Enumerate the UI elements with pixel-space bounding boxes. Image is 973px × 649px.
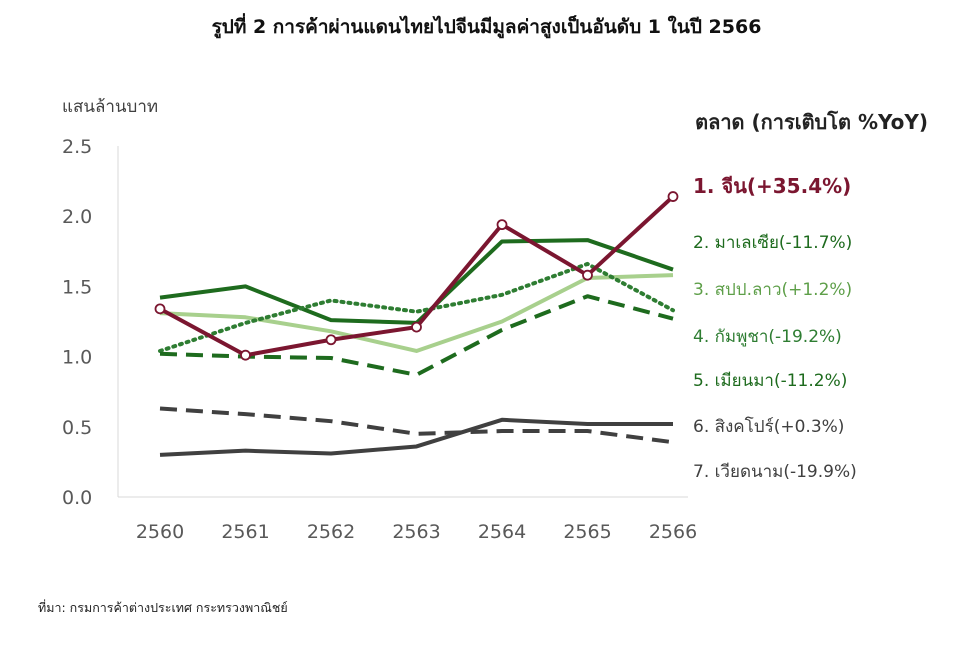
x-tick-label: 2564: [478, 521, 526, 543]
y-tick-label: 1.0: [62, 347, 92, 369]
y-axis-label: แสนล้านบาท: [62, 97, 158, 117]
axes: 0.0 0.5 1.0 1.5 2.0 2.5 2560 2561 2562 2563 2564 25…: [62, 97, 697, 543]
legend-title: ตลาด (การเติบโต %YoY): [695, 110, 928, 134]
series-line: [158, 261, 675, 353]
data-point-marker: [582, 269, 593, 281]
y-tick-label: 2.5: [62, 136, 92, 158]
series-line: [159, 294, 674, 377]
series-line: [159, 406, 674, 445]
x-tick-label: 2562: [307, 521, 355, 543]
legend-entry: 3. สปป.ลาว(+1.2%): [693, 280, 852, 300]
data-point-marker: [325, 334, 337, 346]
legend-entry: 2. มาเลเซีย(-11.7%): [693, 233, 852, 253]
x-tick-label: 2563: [392, 521, 440, 543]
y-tick-label: 1.5: [62, 276, 92, 298]
legend-entry: 5. เมียนมา(-11.2%): [693, 371, 847, 391]
x-tick-label: 2565: [563, 521, 611, 543]
data-point-marker: [154, 303, 166, 315]
y-tick-label: 2.0: [62, 206, 92, 228]
legend-entry: 4. กัมพูชา(-19.2%): [693, 327, 842, 347]
data-point-marker: [667, 191, 679, 202]
legend-entry: 6. สิงคโปร์(+0.3%): [693, 416, 844, 437]
y-tick-label: 0.0: [62, 487, 92, 509]
x-tick-label: 2560: [136, 521, 184, 543]
x-tick-label: 2566: [649, 521, 697, 543]
y-tick-label: 0.5: [62, 417, 92, 439]
data-point-marker: [496, 219, 508, 231]
legend: ตลาด (การเติบโต %YoY) 1. จีน(+35.4%) 2. มา…: [693, 110, 928, 482]
data-point-marker: [240, 349, 251, 361]
series-line: [159, 417, 673, 457]
series-layer: [154, 191, 679, 457]
x-tick-label: 2561: [221, 521, 269, 543]
data-point-marker: [411, 321, 422, 333]
chart-title: รูปที่ 2 การค้าผ่านแดนไทยไปจีนมีมูลค่าสู…: [211, 16, 762, 38]
legend-entry: 7. เวียดนาม(-19.9%): [693, 462, 857, 482]
legend-entry: 1. จีน(+35.4%): [693, 174, 851, 198]
source-note: ที่มา: กรมการค้าต่างประเทศ กระทรวงพาณิชย…: [38, 600, 288, 615]
